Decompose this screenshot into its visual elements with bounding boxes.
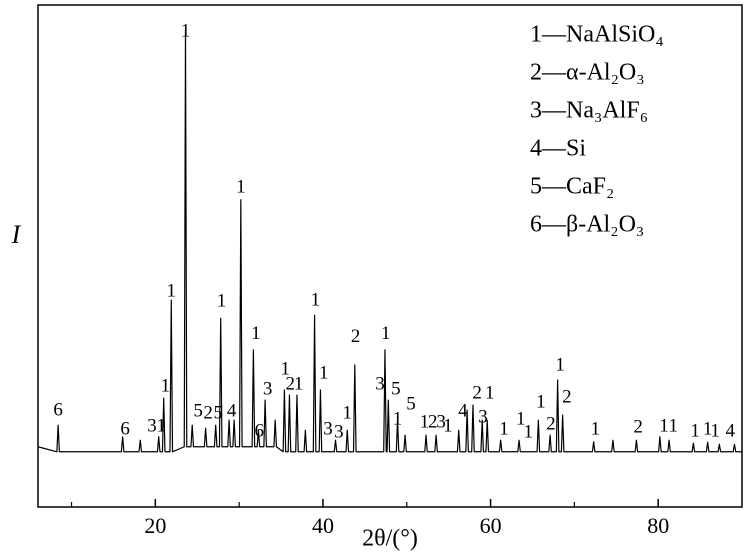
peak-label: 1	[294, 373, 304, 394]
peak-label: 1	[393, 409, 403, 430]
x-tick-label: 20	[144, 513, 166, 538]
x-tick-label: 80	[647, 513, 669, 538]
peak-label: 1	[343, 402, 353, 423]
peak-label: 3	[375, 373, 385, 394]
peak-label: 1	[536, 391, 546, 412]
peak-label: 4	[458, 400, 468, 421]
x-tick-label: 40	[312, 513, 334, 538]
peak-label: 1	[485, 382, 495, 403]
peak-label: 1	[420, 412, 430, 433]
peak-label: 1	[381, 323, 391, 344]
peak-label: 1	[156, 416, 166, 437]
peak-label: 5	[391, 378, 401, 399]
peak-label: 2	[286, 373, 296, 394]
peak-label: 1	[251, 323, 261, 344]
peak-label: 5	[193, 400, 203, 421]
peak-label: 1	[443, 416, 453, 437]
peak-label: 1	[659, 416, 669, 437]
peak-label: 1	[524, 422, 534, 443]
peak-label: 6	[53, 399, 63, 420]
legend-entry: 1—NaAlSiO₄	[530, 22, 664, 48]
peak-label: 1	[311, 290, 321, 311]
peak-label: 2	[633, 417, 643, 438]
peak-label: 1	[703, 419, 713, 440]
legend-entry: 3—Na₃AlF₆	[530, 98, 648, 124]
peak-label: 1	[167, 281, 177, 302]
peak-label: 2	[472, 382, 482, 403]
peak-label: 4	[227, 400, 237, 421]
peak-label: 1	[217, 291, 227, 312]
legend-entry: 4—Si	[530, 136, 586, 162]
peak-label: 3	[263, 378, 273, 399]
legend-entry: 5—CaF₂	[530, 174, 614, 200]
peak-label: 3	[436, 412, 446, 433]
peak-label: 1	[555, 354, 565, 375]
peak-label: 6	[255, 421, 265, 442]
peak-label: 1	[161, 375, 171, 396]
peak-label: 3	[478, 407, 488, 428]
peak-label: 3	[334, 422, 344, 443]
peak-label: 1	[236, 177, 246, 198]
peak-label: 3	[323, 419, 333, 440]
peak-label: 2	[546, 414, 556, 435]
peak-label: 5	[406, 393, 416, 414]
peak-label: 2	[351, 326, 361, 347]
peak-label: 6	[120, 419, 130, 440]
peak-label: 1	[516, 409, 526, 430]
peak-label: 1	[181, 20, 191, 41]
peak-label: 1	[669, 416, 679, 437]
peak-label: 1	[499, 419, 509, 440]
peak-label: 3	[147, 416, 157, 437]
peak-label: 2	[203, 402, 213, 423]
x-tick-label: 60	[480, 513, 502, 538]
legend-entry: 6—β-Al₂O₃	[530, 212, 644, 238]
peak-label: 2	[428, 412, 438, 433]
pattern-line	[37, 29, 742, 453]
peak-label: 1	[280, 358, 290, 379]
peak-label: 4	[726, 421, 736, 442]
y-axis-label: I	[11, 220, 22, 249]
peak-label: 1	[710, 421, 720, 442]
peak-label: 1	[591, 419, 601, 440]
plot-frame	[37, 4, 743, 508]
peak-label: 2	[562, 386, 572, 407]
peak-label: 1	[319, 362, 329, 383]
peak-label: 5	[213, 402, 223, 423]
peak-label: 1	[690, 421, 700, 442]
x-axis-label: 2θ/(°)	[362, 526, 418, 552]
legend-entry: 2—α-Al₂O₃	[530, 60, 645, 86]
